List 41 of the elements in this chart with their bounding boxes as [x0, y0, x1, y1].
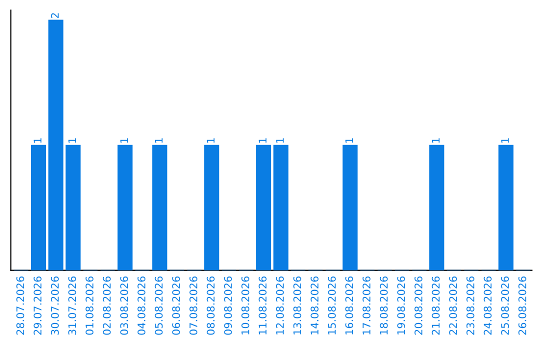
x-tick-label: 22.08.2026	[449, 276, 458, 335]
x-tick-label: 19.08.2026	[397, 276, 406, 334]
data-label: 1	[34, 138, 42, 143]
x-tick-label: 07.08.2026	[189, 276, 198, 335]
data-label: 1	[432, 138, 440, 143]
x-tick-label: 25.08.2026	[501, 276, 509, 335]
x-tick-label: 04.08.2026	[138, 276, 146, 335]
x-tick-label: 26.08.2026	[518, 276, 526, 335]
x-tick-label: 20.08.2026	[414, 276, 422, 335]
x-tick-label: 12.08.2026	[276, 276, 284, 334]
x-tick-label: 31.07.2026	[68, 276, 76, 335]
x-tick-label: 06.08.2026	[172, 276, 180, 335]
data-label: 1	[276, 138, 284, 143]
x-tick-label: 08.08.2026	[206, 276, 215, 335]
x-tick-label: 01.08.2026	[86, 276, 94, 335]
x-tick-label: 17.08.2026	[362, 276, 370, 334]
x-tick-label: 02.08.2026	[102, 276, 111, 335]
x-tick-label: 16.08.2026	[345, 276, 354, 334]
x-tick-label: 14.08.2026	[310, 276, 319, 334]
data-label: 1	[154, 138, 163, 143]
x-tick-label: 03.08.2026	[120, 276, 128, 335]
x-tick-label: 15.08.2026	[328, 276, 336, 334]
x-tick-label: 10.08.2026	[241, 276, 250, 334]
data-label: 1	[501, 138, 509, 143]
x-tick-label: 28.07.2026	[16, 276, 24, 335]
x-tick-label: 29.07.2026	[34, 276, 42, 335]
x-tick-label: 30.07.2026	[50, 276, 59, 335]
data-label: 1	[258, 138, 266, 143]
x-tick-label: 09.08.2026	[224, 276, 232, 335]
x-tick-label: 05.08.2026	[154, 276, 163, 335]
x-tick-label: 23.08.2026	[466, 276, 474, 335]
data-label: 1	[68, 138, 76, 143]
data-label: 2	[50, 13, 59, 18]
data-label: 1	[206, 138, 214, 143]
x-tick-label: 13.08.2026	[293, 276, 302, 334]
x-tick-label: 21.08.2026	[432, 276, 440, 335]
x-tick-label: 24.08.2026	[484, 276, 492, 335]
x-tick-label: 18.08.2026	[380, 276, 388, 334]
data-label: 1	[120, 138, 128, 143]
data-label: 1	[345, 138, 353, 143]
x-tick-label: 11.08.2026	[258, 276, 267, 334]
